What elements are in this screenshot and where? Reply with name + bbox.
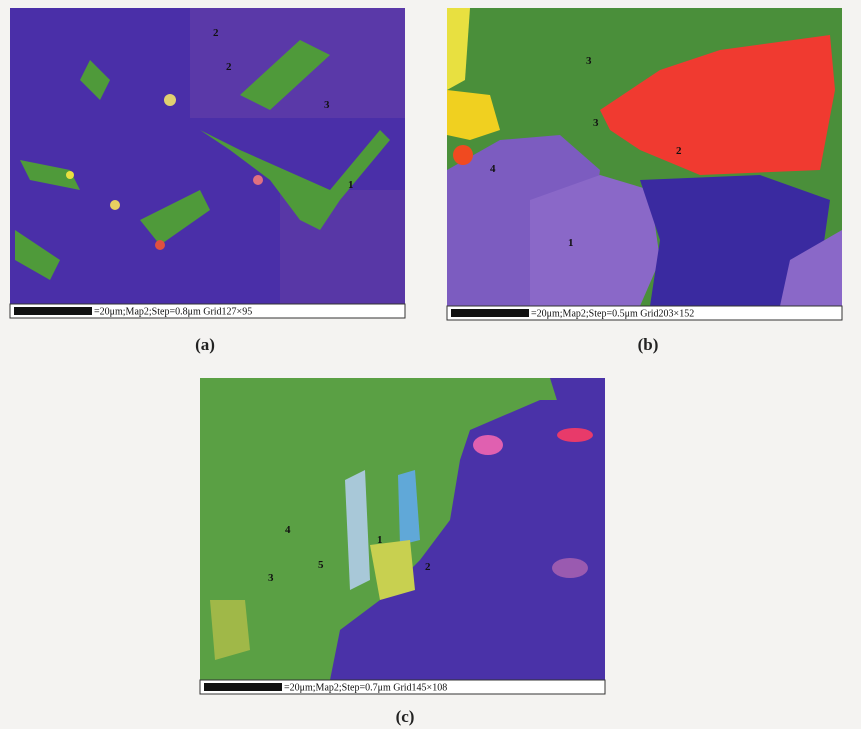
grain-label: 3 [586, 55, 592, 67]
scale-text: =20μm;Map2;Step=0.5μm Grid203×152 [531, 308, 694, 319]
grain [398, 470, 420, 545]
grain-label: 1 [568, 237, 574, 249]
spot [253, 175, 263, 185]
grain-label: 5 [318, 559, 324, 571]
scale-box [199, 679, 606, 695]
grain [447, 8, 470, 90]
spot [557, 428, 593, 442]
spot [164, 94, 176, 106]
scale-text: =20μm;Map2;Step=0.8μm Grid127×95 [94, 306, 252, 317]
grain-label: 3 [268, 572, 274, 584]
caption: (b) [638, 335, 659, 354]
grain-label: 4 [285, 524, 291, 536]
grain [550, 378, 605, 420]
grain-label: 2 [676, 145, 682, 157]
grain [640, 175, 830, 306]
grain-label: 3 [324, 99, 330, 111]
grain-label: 1 [377, 534, 383, 546]
panel-b: 3 3 2 4 1 =20μm;Map2;Step=0.5μm Grid203×… [446, 8, 843, 354]
grain-label: 1 [348, 179, 354, 191]
grain [330, 400, 605, 680]
caption: (a) [195, 335, 215, 354]
grain-label: 4 [490, 163, 496, 175]
caption: (c) [396, 707, 415, 726]
grain [780, 230, 842, 306]
spot [155, 240, 165, 250]
grain [210, 600, 250, 660]
panel-a: 2 2 3 1 =20μm;Map2;Step=0.8μm Grid127×95… [9, 8, 406, 354]
grain-label: 3 [593, 117, 599, 129]
grain [447, 90, 500, 140]
grain-label: 2 [213, 27, 219, 39]
scale-text: =20μm;Map2;Step=0.7μm Grid145×108 [284, 682, 447, 693]
green-phase [15, 40, 390, 280]
spot [552, 558, 588, 578]
grain [370, 540, 415, 600]
grain-label: 2 [226, 61, 232, 73]
scale-bar [14, 307, 92, 315]
panel-c: 4 5 3 1 2 =20μm;Map2;Step=0.7μm Grid145×… [199, 378, 606, 726]
grain [345, 470, 370, 590]
spot [453, 145, 473, 165]
spot [110, 200, 120, 210]
scale-box [9, 303, 406, 319]
grain [530, 175, 660, 306]
spot [473, 435, 503, 455]
grain-label: 2 [425, 561, 431, 573]
scale-bar [451, 309, 529, 317]
grain [600, 35, 835, 175]
scale-bar [204, 683, 282, 691]
scale-box [446, 305, 843, 321]
spot [66, 171, 74, 179]
